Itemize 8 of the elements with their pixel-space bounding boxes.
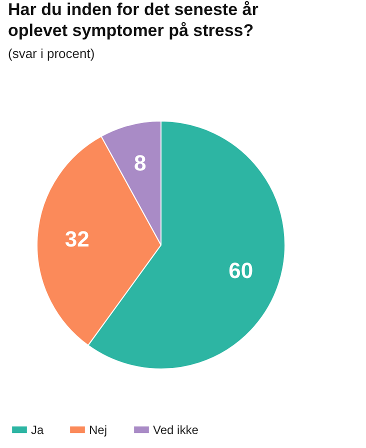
- data-label: 8: [134, 150, 146, 176]
- legend-label: Ved ikke: [153, 422, 199, 437]
- data-label: 60: [228, 258, 254, 283]
- chart-subtitle: (svar i procent): [8, 46, 95, 61]
- data-label: 32: [64, 226, 90, 252]
- legend-label: Nej: [89, 422, 108, 437]
- chart-title: Har du inden for det seneste år oplevet symptomer på stress?: [8, 0, 259, 40]
- legend-label: Ja: [31, 422, 44, 437]
